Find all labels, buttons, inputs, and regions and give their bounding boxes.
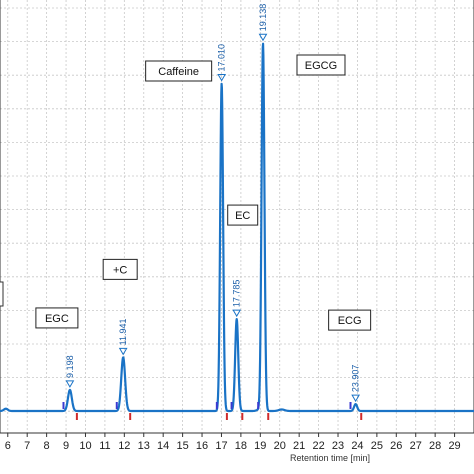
integration-markers xyxy=(62,402,363,420)
peak-apex-marker xyxy=(232,309,242,318)
x-tick-label: 21 xyxy=(293,440,305,452)
x-tick-label: 29 xyxy=(448,440,460,452)
peak-retention-label: 9.198 xyxy=(65,355,75,378)
x-tick-label: 26 xyxy=(390,440,402,452)
peak-apex-marker xyxy=(118,347,128,356)
x-axis-title: Retention time [min] xyxy=(290,453,370,463)
x-tick-label: 18 xyxy=(235,440,247,452)
x-tick-label: 7 xyxy=(24,440,30,452)
peak-retention-label: 11.941 xyxy=(118,319,128,346)
peak-apex-marker xyxy=(217,74,227,82)
peak-apex-marker xyxy=(351,394,361,403)
x-tick-label: 28 xyxy=(429,440,441,452)
x-tick-label: 25 xyxy=(371,440,383,452)
trace-layer xyxy=(0,42,474,413)
peak-retention-label: 17.010 xyxy=(217,44,227,72)
x-tick-label: 13 xyxy=(138,440,150,452)
x-tick-label: 22 xyxy=(312,440,324,452)
peak-name-box: Caffeine xyxy=(145,60,213,82)
peak-apex-marker xyxy=(258,33,268,42)
x-axis-ticks: 6 7 8 9 10 11 12 13 14 15 16 17 18 19 20 21 22 23 24 25 26 27… xyxy=(5,433,461,452)
peak-name-box-frame xyxy=(328,309,372,331)
x-tick-label: 20 xyxy=(274,440,286,452)
peak-name-box-frame xyxy=(227,204,259,226)
peak-name-label: EC xyxy=(235,210,250,222)
peak-name-box: ECG xyxy=(328,309,372,331)
side-legend-box-edge xyxy=(0,281,4,307)
peak-name-label: EGCG xyxy=(305,60,337,72)
x-tick-label: 19 xyxy=(254,440,266,452)
peak-name-label: Caffeine xyxy=(158,66,199,78)
peak-name-box: EC xyxy=(227,204,259,226)
peak-retention-label: 17.785 xyxy=(232,280,242,308)
peak-name-box-frame xyxy=(145,60,213,82)
peak-retention-label: 23.907 xyxy=(351,365,361,393)
x-tick-label: 6 xyxy=(5,440,11,452)
x-tick-label: 11 xyxy=(99,440,110,452)
x-tick-label: 16 xyxy=(196,440,208,452)
x-tick-label: 10 xyxy=(79,440,91,452)
x-tick-label: 12 xyxy=(118,440,130,452)
peak-name-box-frame xyxy=(296,54,346,76)
x-tick-label: 8 xyxy=(44,440,50,452)
x-tick-label: 15 xyxy=(176,440,188,452)
peak-retention-label: 19.138 xyxy=(258,4,268,32)
peak-name-box-frame xyxy=(35,307,79,329)
peak-name-label: +C xyxy=(113,264,127,276)
x-tick-label: 24 xyxy=(351,440,363,452)
x-tick-label: 9 xyxy=(63,440,69,452)
chromatogram-trace xyxy=(0,42,474,413)
peak-apex-marker xyxy=(65,380,75,388)
peak-name-box: EGC xyxy=(35,307,79,329)
x-tick-label: 17 xyxy=(215,440,227,452)
x-tick-label: 14 xyxy=(157,440,169,452)
x-tick-label: 27 xyxy=(410,440,422,452)
peak-name-box-frame xyxy=(102,258,138,280)
peak-name-label: ECG xyxy=(338,315,362,327)
peak-name-label: EGC xyxy=(45,313,69,325)
plot-frame xyxy=(0,0,474,434)
peak-labels: 9.198 EGC 11.941 +C 17.010 Caffeine 17.785 EC 19… xyxy=(35,4,372,403)
peak-name-box: EGCG xyxy=(296,54,346,76)
peak-name-box: +C xyxy=(102,258,138,280)
x-tick-label: 23 xyxy=(332,440,344,452)
